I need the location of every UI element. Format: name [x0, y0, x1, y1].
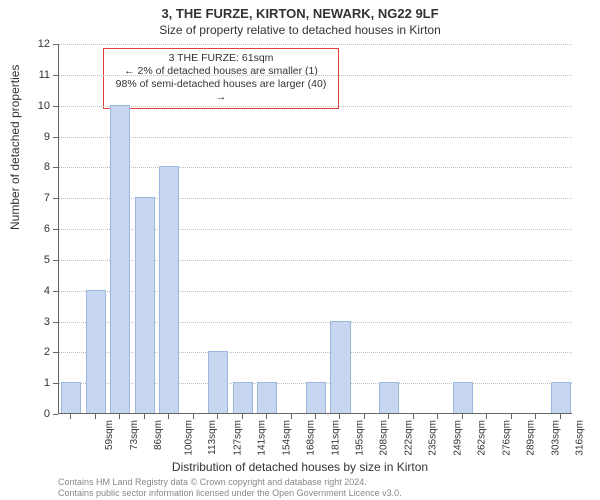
xtick-label: 141sqm	[257, 420, 268, 456]
bar	[306, 382, 326, 413]
xtick-mark	[388, 414, 389, 419]
ytick-label: 7	[0, 192, 50, 204]
ytick-label: 10	[0, 100, 50, 112]
annotation-line-3: 98% of semi-detached houses are larger (…	[110, 78, 332, 104]
xtick-mark	[242, 414, 243, 419]
xtick-mark	[486, 414, 487, 419]
ytick-mark	[53, 75, 58, 76]
bar	[551, 382, 571, 413]
xtick-label: 276sqm	[501, 420, 512, 456]
x-axis-title: Distribution of detached houses by size …	[0, 460, 600, 474]
chart-title-sub: Size of property relative to detached ho…	[0, 23, 600, 37]
gridline	[59, 167, 572, 168]
xtick-label: 222sqm	[404, 420, 415, 456]
bar	[257, 382, 277, 413]
ytick-label: 2	[0, 346, 50, 358]
ytick-label: 0	[0, 408, 50, 420]
xtick-label: 208sqm	[379, 420, 390, 456]
xtick-label: 168sqm	[306, 420, 317, 456]
chart-title-main: 3, THE FURZE, KIRTON, NEWARK, NG22 9LF	[0, 0, 600, 21]
ytick-label: 3	[0, 316, 50, 328]
ytick-mark	[53, 352, 58, 353]
xtick-mark	[266, 414, 267, 419]
ytick-mark	[53, 383, 58, 384]
xtick-label: 181sqm	[330, 420, 341, 456]
bar	[330, 321, 350, 414]
ytick-label: 9	[0, 131, 50, 143]
bar	[208, 351, 228, 413]
ytick-mark	[53, 229, 58, 230]
xtick-mark	[535, 414, 536, 419]
ytick-mark	[53, 414, 58, 415]
gridline	[59, 44, 572, 45]
ytick-label: 11	[0, 69, 50, 81]
bar	[86, 290, 106, 413]
xtick-mark	[364, 414, 365, 419]
xtick-mark	[291, 414, 292, 419]
ytick-mark	[53, 291, 58, 292]
ytick-mark	[53, 106, 58, 107]
xtick-mark	[339, 414, 340, 419]
bar	[159, 166, 179, 413]
xtick-label: 316sqm	[575, 420, 586, 456]
gridline	[59, 137, 572, 138]
bar	[61, 382, 81, 413]
xtick-label: 100sqm	[183, 420, 194, 456]
xtick-label: 249sqm	[452, 420, 463, 456]
bar	[453, 382, 473, 413]
xtick-mark	[315, 414, 316, 419]
xtick-label: 59sqm	[104, 420, 115, 450]
xtick-label: 154sqm	[281, 420, 292, 456]
xtick-mark	[168, 414, 169, 419]
footer-text: Contains HM Land Registry data © Crown c…	[58, 477, 402, 498]
xtick-label: 73sqm	[129, 420, 140, 450]
ytick-mark	[53, 167, 58, 168]
y-axis-title: Number of detached properties	[8, 65, 22, 230]
xtick-label: 303sqm	[550, 420, 561, 456]
bar	[233, 382, 253, 413]
plot-area: 3 THE FURZE: 61sqm ← 2% of detached hous…	[58, 44, 572, 414]
ytick-mark	[53, 44, 58, 45]
annotation-line-1: 3 THE FURZE: 61sqm	[110, 52, 332, 65]
xtick-label: 86sqm	[153, 420, 164, 450]
bar	[379, 382, 399, 413]
xtick-mark	[217, 414, 218, 419]
xtick-label: 127sqm	[232, 420, 243, 456]
ytick-mark	[53, 260, 58, 261]
xtick-mark	[413, 414, 414, 419]
xtick-mark	[70, 414, 71, 419]
bar	[110, 105, 130, 413]
xtick-mark	[560, 414, 561, 419]
gridline	[59, 106, 572, 107]
xtick-mark	[437, 414, 438, 419]
ytick-label: 4	[0, 285, 50, 297]
xtick-mark	[193, 414, 194, 419]
xtick-mark	[144, 414, 145, 419]
annotation-line-2: ← 2% of detached houses are smaller (1)	[110, 65, 332, 78]
footer-line-1: Contains HM Land Registry data © Crown c…	[58, 477, 402, 487]
xtick-mark	[95, 414, 96, 419]
xtick-mark	[462, 414, 463, 419]
ytick-label: 1	[0, 377, 50, 389]
xtick-label: 195sqm	[355, 420, 366, 456]
gridline	[59, 75, 572, 76]
xtick-label: 289sqm	[526, 420, 537, 456]
xtick-mark	[511, 414, 512, 419]
xtick-label: 113sqm	[207, 420, 218, 455]
ytick-mark	[53, 322, 58, 323]
ytick-mark	[53, 198, 58, 199]
ytick-label: 6	[0, 223, 50, 235]
xtick-label: 262sqm	[477, 420, 488, 456]
xtick-label: 235sqm	[428, 420, 439, 456]
ytick-label: 8	[0, 161, 50, 173]
annotation-box: 3 THE FURZE: 61sqm ← 2% of detached hous…	[103, 48, 339, 109]
footer-line-2: Contains public sector information licen…	[58, 488, 402, 498]
chart-container: 3, THE FURZE, KIRTON, NEWARK, NG22 9LF S…	[0, 0, 600, 500]
bar	[135, 197, 155, 413]
xtick-mark	[119, 414, 120, 419]
ytick-label: 5	[0, 254, 50, 266]
ytick-label: 12	[0, 38, 50, 50]
ytick-mark	[53, 137, 58, 138]
